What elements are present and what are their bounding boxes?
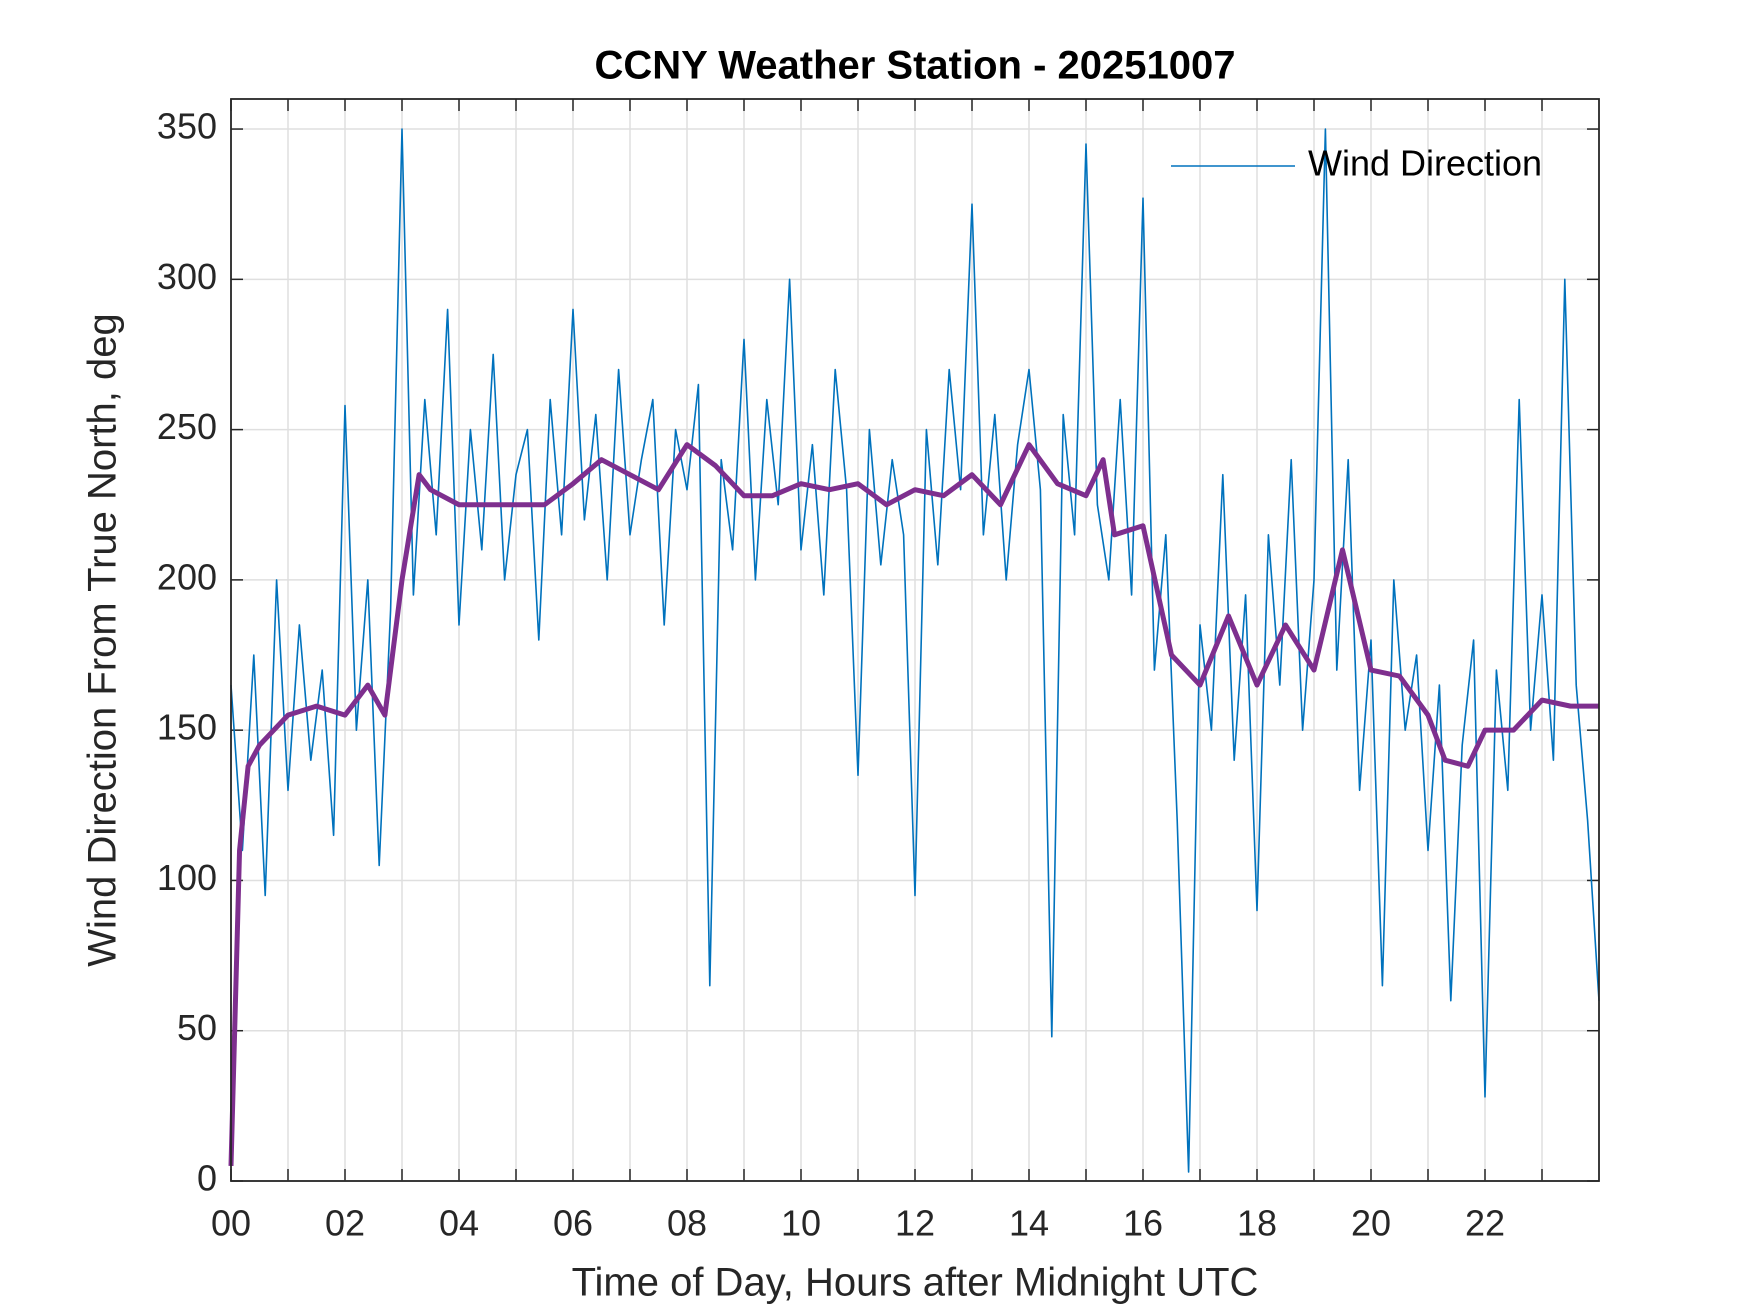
chart-title: CCNY Weather Station - 20251007	[595, 44, 1236, 88]
data-line	[228, 442, 1599, 1167]
x-tick-label: 02	[325, 1203, 365, 1244]
y-tick-label: 50	[177, 1007, 217, 1048]
y-tick-label: 250	[157, 406, 217, 447]
y-axis-label: Wind Direction From True North, deg	[81, 313, 125, 967]
legend-label: Wind Direction	[1308, 143, 1542, 184]
x-axis-label: Time of Day, Hours after Midnight UTC	[572, 1261, 1259, 1305]
x-tick-label: 20	[1351, 1203, 1391, 1244]
y-tick-label: 150	[157, 707, 217, 748]
axes-box	[230, 98, 1600, 1182]
x-tick-label: 08	[667, 1203, 707, 1244]
data-line	[230, 128, 1600, 1173]
x-tick-label: 16	[1123, 1203, 1163, 1244]
x-tick-label: 10	[781, 1203, 821, 1244]
y-tick-label: 300	[157, 256, 217, 297]
x-tick-label: 04	[439, 1203, 479, 1244]
x-tick-label: 06	[553, 1203, 593, 1244]
x-tick-label: 00	[211, 1203, 251, 1244]
y-tick-label: 350	[157, 106, 217, 147]
x-tick-label: 12	[895, 1203, 935, 1244]
y-tick-label: 0	[197, 1158, 217, 1199]
x-tick-label: 22	[1465, 1203, 1505, 1244]
y-tick-label: 200	[157, 556, 217, 597]
y-tick-label: 100	[157, 857, 217, 898]
x-tick-label: 18	[1237, 1203, 1277, 1244]
x-tick-label: 14	[1009, 1203, 1049, 1244]
